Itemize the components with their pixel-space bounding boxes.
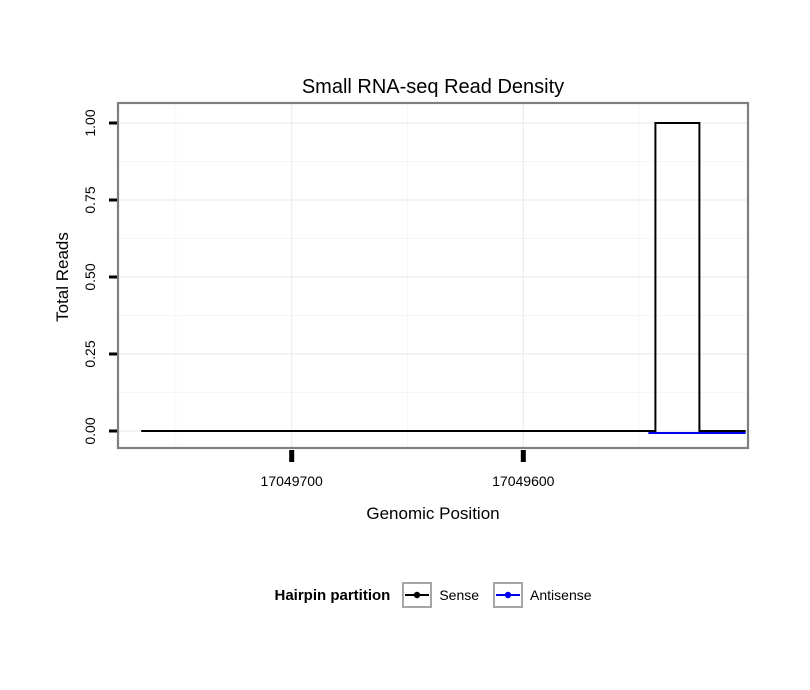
gridlines — [118, 103, 748, 448]
x-axis-label: Genomic Position — [366, 504, 499, 523]
legend-items: Sense Antisense — [402, 582, 592, 608]
legend-item-label: Antisense — [530, 587, 592, 603]
y-tick-label: 0.50 — [82, 263, 98, 290]
y-tick-mark — [109, 275, 117, 279]
chart-title: Small RNA-seq Read Density — [302, 76, 564, 98]
legend-item-label: Sense — [439, 587, 480, 603]
legend-title: Hairpin partition — [274, 586, 391, 604]
series-lines — [141, 122, 746, 434]
tick-labels: 17049700 17049600 0.00 0.25 0.50 0.75 1.00 — [82, 109, 555, 489]
panel-border — [116, 101, 750, 450]
y-tick-mark — [109, 121, 117, 125]
legend-key-sense — [402, 582, 433, 608]
series-sense — [141, 122, 746, 432]
y-tick-label: 0.75 — [82, 186, 98, 213]
y-tick-label: 0.25 — [82, 340, 98, 367]
legend-item-antisense: Antisense — [493, 582, 592, 608]
y-tick-mark — [109, 198, 117, 202]
legend-key-point — [414, 591, 421, 599]
y-tick-label: 1.00 — [82, 109, 98, 136]
legend-key-point — [504, 591, 512, 599]
x-tick-mark — [289, 450, 295, 462]
y-tick-mark — [109, 352, 117, 356]
x-tick-label: 17049700 — [261, 473, 324, 489]
y-axis-label: Total Reads — [53, 232, 72, 322]
x-tick-mark — [520, 450, 526, 462]
axis-ticks — [109, 121, 526, 462]
legend-key-antisense — [493, 582, 524, 608]
y-tick-label: 0.00 — [82, 417, 98, 444]
legend-item-sense: Sense — [402, 582, 479, 608]
legend: Hairpin partition Sense Antisense — [56, 580, 810, 610]
x-tick-label: 17049600 — [492, 473, 555, 489]
y-tick-mark — [109, 429, 117, 433]
